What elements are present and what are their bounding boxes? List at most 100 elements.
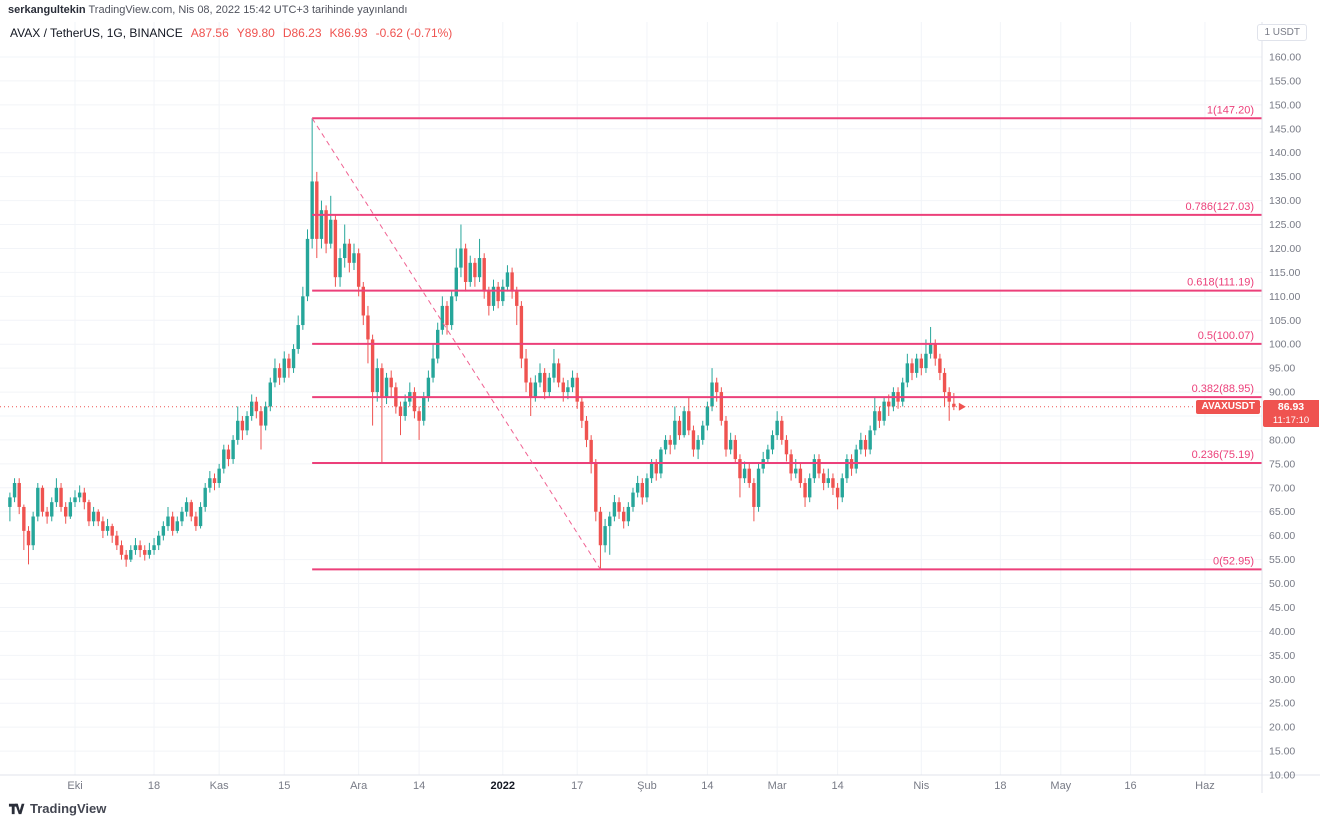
- candle[interactable]: [184, 497, 189, 517]
- candle[interactable]: [68, 497, 73, 519]
- candle[interactable]: [826, 468, 830, 488]
- candle[interactable]: [524, 348, 528, 393]
- candle[interactable]: [831, 473, 835, 495]
- candle[interactable]: [412, 387, 417, 419]
- candle[interactable]: [356, 248, 361, 297]
- candle[interactable]: [863, 435, 868, 457]
- candle[interactable]: [366, 305, 370, 364]
- candle[interactable]: [696, 435, 700, 460]
- candle[interactable]: [594, 459, 598, 522]
- candle[interactable]: [914, 353, 919, 378]
- candle[interactable]: [835, 483, 840, 510]
- candle[interactable]: [263, 401, 268, 431]
- candle[interactable]: [584, 416, 589, 448]
- candle[interactable]: [161, 521, 166, 541]
- candle[interactable]: [496, 281, 500, 309]
- candle[interactable]: [687, 396, 691, 436]
- candle[interactable]: [59, 483, 63, 512]
- candle[interactable]: [31, 511, 35, 551]
- candle[interactable]: [50, 497, 54, 522]
- candle[interactable]: [547, 372, 551, 397]
- candle[interactable]: [622, 506, 626, 529]
- candle[interactable]: [873, 396, 877, 436]
- candle[interactable]: [589, 435, 593, 474]
- candle[interactable]: [733, 435, 737, 464]
- candle[interactable]: [198, 502, 203, 529]
- candle[interactable]: [840, 473, 844, 503]
- candle[interactable]: [305, 229, 310, 302]
- candle[interactable]: [608, 511, 612, 555]
- candle[interactable]: [752, 478, 756, 522]
- candle[interactable]: [129, 545, 133, 562]
- candle[interactable]: [319, 200, 324, 249]
- candle[interactable]: [598, 506, 603, 570]
- candle[interactable]: [17, 478, 21, 515]
- candle[interactable]: [738, 454, 742, 498]
- candle[interactable]: [877, 406, 882, 428]
- candle[interactable]: [756, 463, 761, 512]
- candle[interactable]: [189, 499, 193, 522]
- candle[interactable]: [794, 459, 798, 479]
- candle[interactable]: [780, 416, 784, 445]
- candle[interactable]: [882, 396, 886, 426]
- price-scale[interactable]: [1262, 22, 1320, 775]
- candle[interactable]: [519, 301, 524, 369]
- candle[interactable]: [901, 377, 905, 407]
- candle[interactable]: [203, 483, 207, 512]
- candle[interactable]: [849, 454, 854, 476]
- candle[interactable]: [891, 387, 896, 412]
- candle[interactable]: [180, 506, 184, 527]
- candle[interactable]: [333, 214, 338, 287]
- candle[interactable]: [245, 411, 249, 436]
- time-scale[interactable]: [0, 775, 1262, 793]
- candle[interactable]: [710, 368, 714, 412]
- candle[interactable]: [133, 538, 138, 555]
- candle[interactable]: [640, 478, 644, 505]
- candle[interactable]: [510, 267, 514, 299]
- candle[interactable]: [380, 363, 384, 464]
- candle[interactable]: [301, 286, 305, 330]
- candle[interactable]: [859, 432, 863, 455]
- candle[interactable]: [82, 487, 86, 510]
- candle[interactable]: [501, 279, 505, 306]
- candle[interactable]: [352, 243, 356, 271]
- candle[interactable]: [45, 506, 49, 524]
- candle[interactable]: [942, 368, 947, 407]
- candle[interactable]: [115, 530, 119, 551]
- candle[interactable]: [663, 435, 668, 455]
- candle[interactable]: [110, 523, 114, 543]
- candle[interactable]: [538, 363, 542, 388]
- candle[interactable]: [905, 353, 910, 388]
- candle[interactable]: [152, 538, 156, 555]
- candle[interactable]: [575, 372, 579, 409]
- candle[interactable]: [789, 449, 793, 481]
- candle[interactable]: [812, 454, 817, 484]
- candle[interactable]: [919, 353, 923, 376]
- candle[interactable]: [556, 358, 561, 388]
- candle[interactable]: [952, 393, 956, 411]
- candle[interactable]: [250, 394, 254, 421]
- candle[interactable]: [924, 339, 928, 373]
- candle[interactable]: [217, 463, 221, 488]
- candle[interactable]: [170, 511, 175, 536]
- candle[interactable]: [8, 492, 12, 522]
- candle[interactable]: [208, 471, 212, 493]
- candle[interactable]: [408, 382, 412, 407]
- candle[interactable]: [645, 473, 649, 503]
- candle[interactable]: [719, 387, 724, 426]
- candle[interactable]: [54, 478, 59, 507]
- candle[interactable]: [347, 238, 352, 273]
- candle[interactable]: [431, 344, 435, 383]
- candle[interactable]: [580, 396, 584, 428]
- candle[interactable]: [36, 483, 40, 522]
- candle[interactable]: [845, 454, 849, 484]
- candle[interactable]: [542, 368, 547, 400]
- candle[interactable]: [570, 370, 575, 393]
- candle[interactable]: [96, 509, 100, 527]
- candle[interactable]: [389, 370, 393, 397]
- candle[interactable]: [701, 420, 705, 445]
- candle[interactable]: [784, 435, 789, 462]
- candle[interactable]: [454, 248, 458, 302]
- candle[interactable]: [12, 478, 17, 503]
